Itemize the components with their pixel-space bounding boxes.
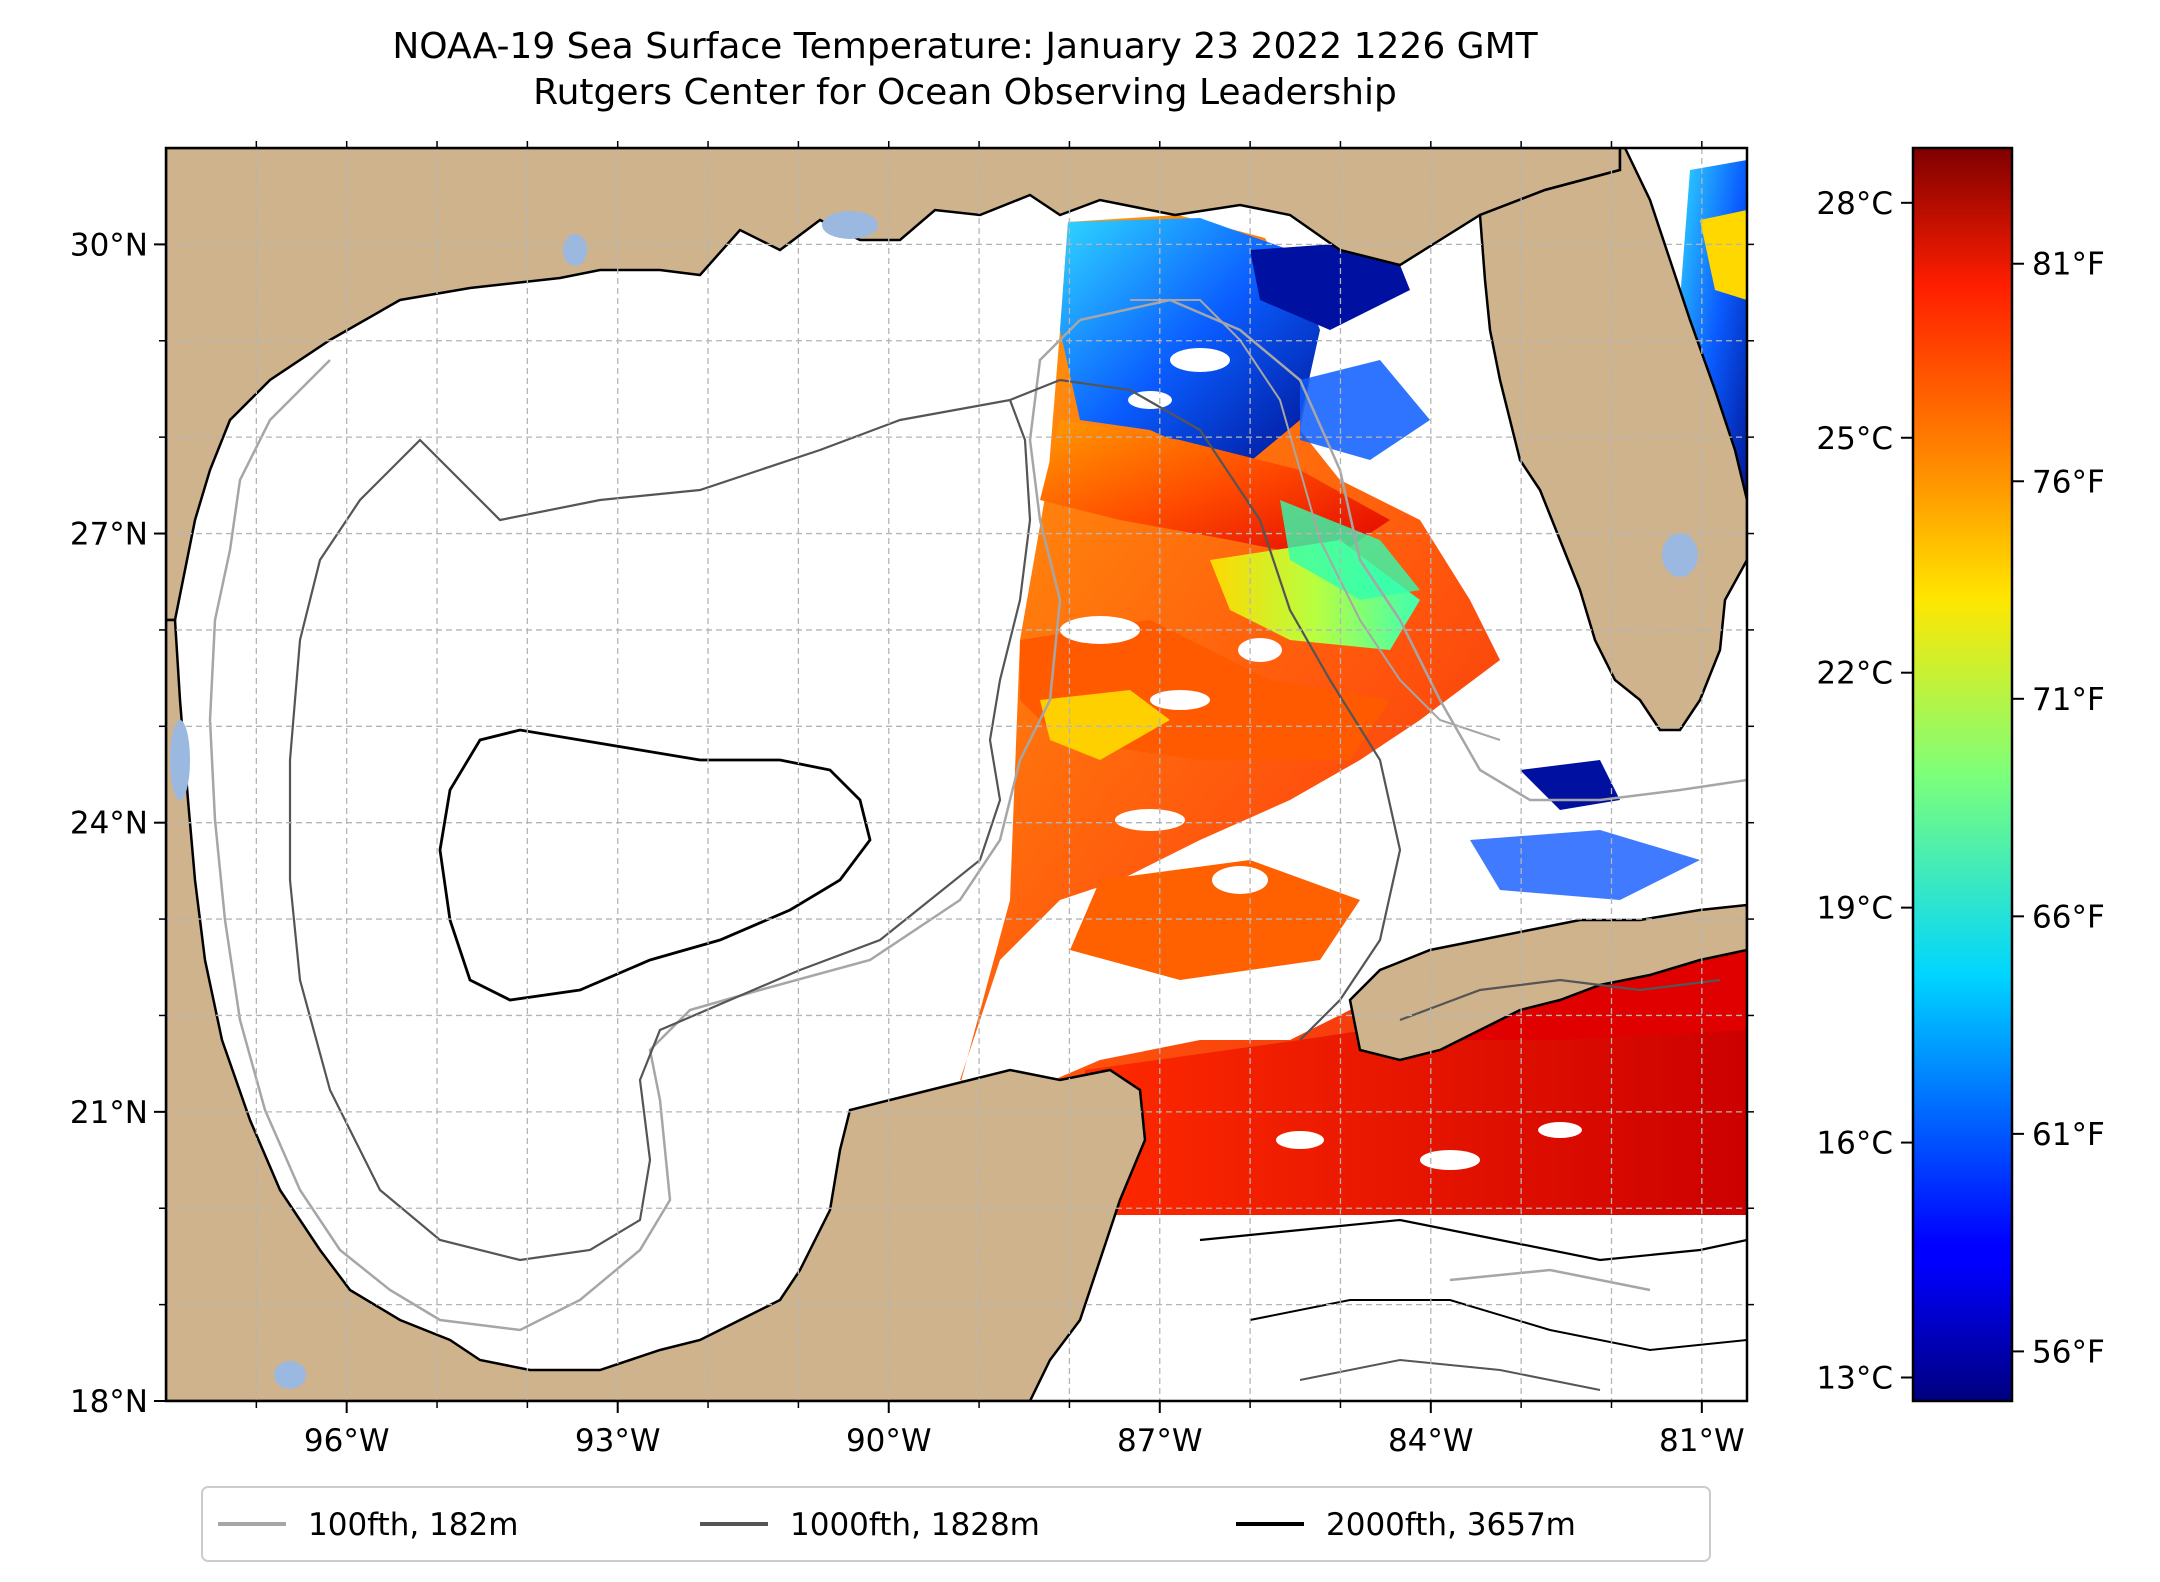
contour-1000fth (288, 398, 1032, 1262)
lat-tick-label: 24°N (70, 806, 148, 842)
celsius-tick-label: 28°C (1816, 186, 1893, 222)
celsius-tick-label: 22°C (1816, 656, 1893, 692)
contour-100fth (208, 319, 1081, 1332)
legend: 100fth, 182m 1000fth, 1828m 2000fth, 3657m (201, 1486, 1711, 1562)
chart-title: NOAA-19 Sea Surface Temperature: January… (392, 26, 1538, 67)
chart-subtitle: Rutgers Center for Ocean Observing Leade… (533, 72, 1397, 113)
colorbar: 28°C 25°C 22°C 19°C 16°C 13°C 81°F 76°F 71°F 66°F… (1816, 146, 2105, 1403)
legend-box (201, 1486, 1711, 1562)
celsius-tick-label: 25°C (1816, 421, 1893, 457)
fahrenheit-tick-label: 76°F (2032, 464, 2105, 500)
lon-tick-label: 90°W (846, 1423, 932, 1459)
lat-tick-label: 18°N (70, 1384, 148, 1420)
fahrenheit-tick-label: 56°F (2032, 1334, 2105, 1370)
legend-label: 1000fth, 1828m (790, 1507, 1040, 1543)
fahrenheit-tick-label: 66°F (2032, 899, 2105, 935)
map-frame (164, 146, 1749, 1403)
bathymetry-contours (208, 298, 1747, 1391)
colorbar-gradient (1911, 146, 2014, 1403)
lon-tick-label: 93°W (575, 1423, 661, 1459)
celsius-tick-label: 16°C (1816, 1126, 1893, 1162)
fahrenheit-tick-label: 71°F (2032, 682, 2105, 718)
celsius-tick-label: 13°C (1816, 1361, 1893, 1397)
lon-tick-label: 87°W (1117, 1423, 1203, 1459)
contour-2000fth (438, 728, 872, 1002)
axis-ticks: 30°N 27°N 24°N 21°N 18°N 96°W 93°W 90°W 87°W 84°W… (70, 141, 1754, 1459)
lat-tick-label: 27°N (70, 517, 148, 553)
lat-tick-label: 21°N (70, 1095, 148, 1131)
gridlines (166, 148, 1747, 1401)
celsius-tick-label: 19°C (1816, 891, 1893, 927)
legend-label: 100fth, 182m (308, 1507, 518, 1543)
fahrenheit-tick-label: 61°F (2032, 1117, 2105, 1153)
lat-tick-label: 30°N (70, 227, 148, 263)
lon-tick-label: 81°W (1659, 1423, 1745, 1459)
legend-label: 2000fth, 3657m (1326, 1507, 1576, 1543)
lon-tick-label: 84°W (1388, 1423, 1474, 1459)
lon-tick-label: 96°W (304, 1423, 390, 1459)
fahrenheit-tick-label: 81°F (2032, 247, 2105, 283)
